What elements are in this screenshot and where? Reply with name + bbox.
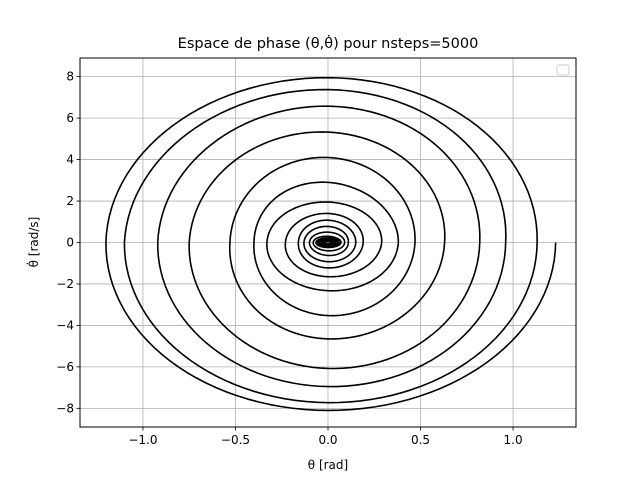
- grid: [80, 58, 576, 427]
- y-tick-label: 8: [66, 70, 74, 84]
- y-tick-label: 4: [66, 153, 74, 167]
- y-tick-label: −2: [56, 277, 74, 291]
- x-tick-label: 1.0: [504, 433, 523, 447]
- y-tick-label: 2: [66, 194, 74, 208]
- y-tick-label: −4: [56, 318, 74, 332]
- y-axis-label: θ̇ [rad/s]: [26, 217, 41, 268]
- y-tick-label: −6: [56, 360, 74, 374]
- trajectory: [105, 76, 557, 412]
- y-tick-label: −8: [56, 401, 74, 415]
- chart-title: Espace de phase (θ,θ̇) pour nsteps=5000: [178, 34, 479, 52]
- phase-trajectory-line: [105, 76, 557, 412]
- y-ticks: −8 −6 −4 −2 0 2 4 6 8: [56, 70, 80, 415]
- x-axis-label: θ [rad]: [308, 458, 348, 472]
- y-tick-label: 0: [66, 236, 74, 250]
- x-tick-label: −0.5: [221, 433, 250, 447]
- x-tick-label: 0.5: [411, 433, 430, 447]
- legend-box: [556, 64, 570, 76]
- x-tick-label: 0.0: [318, 433, 337, 447]
- x-tick-label: −1.0: [128, 433, 157, 447]
- x-ticks: −1.0 −0.5 0.0 0.5 1.0: [128, 427, 523, 447]
- y-tick-label: 6: [66, 111, 74, 125]
